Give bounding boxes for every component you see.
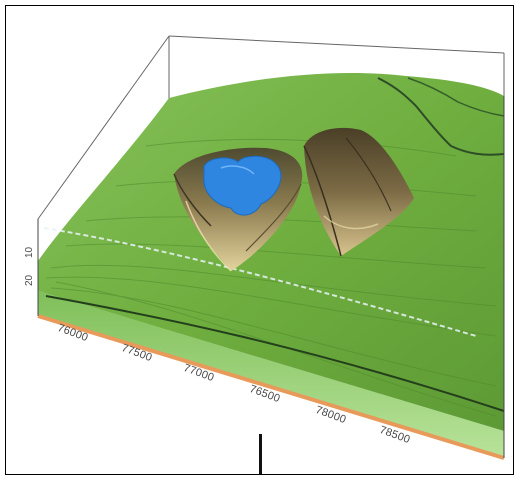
z-tick-label: 20 [24, 274, 35, 286]
bounding-box-front [37, 96, 505, 458]
figure-frame: 10 20 76000 77500 77000 76500 78000 7850… [5, 5, 514, 475]
excavation-pit-left [173, 147, 303, 272]
excavation-pit-right [303, 127, 414, 257]
vertical-marker-line [259, 434, 262, 474]
terrain-3d-view [37, 35, 505, 460]
terrain-base-edge [37, 291, 505, 460]
pond-icon [203, 155, 282, 216]
z-tick-label: 10 [24, 246, 35, 258]
